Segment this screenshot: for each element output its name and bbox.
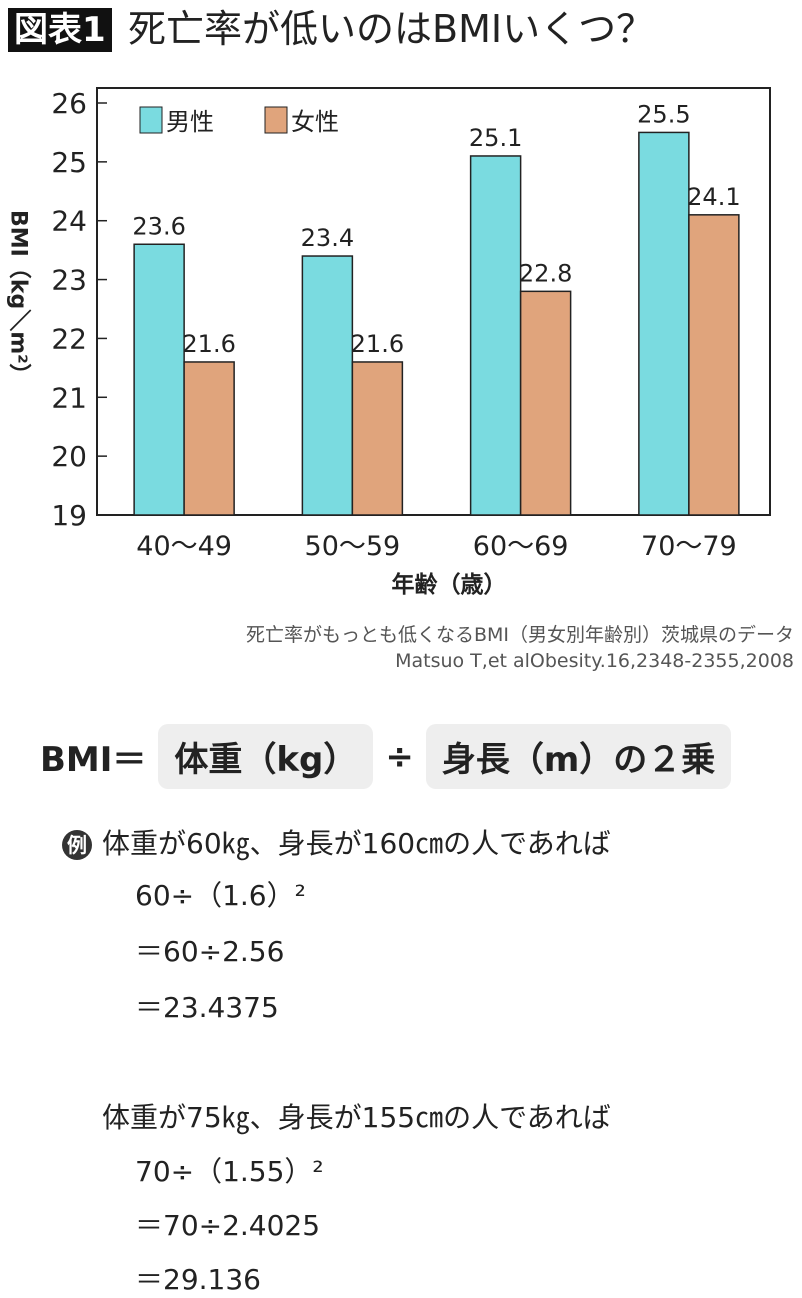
data-label: 23.4 <box>301 224 354 252</box>
example-marker-icon: 例 <box>62 830 92 860</box>
data-label: 23.6 <box>132 212 185 240</box>
x-axis-label: 年齢（歳） <box>392 571 507 598</box>
x-tick-label: 60〜69 <box>473 531 569 562</box>
y-tick-label: 22 <box>51 322 87 355</box>
data-label: 24.1 <box>687 183 740 211</box>
page-title: 死亡率が低いのはBMIいくつ？ <box>128 7 655 51</box>
example-2-text: 体重が75㎏、身長が155㎝の人であれば <box>102 1101 611 1134</box>
data-label: 21.6 <box>351 330 404 358</box>
y-tick-label: 24 <box>51 205 87 238</box>
example-2-step2: ＝70÷2.4025 <box>135 1209 321 1242</box>
data-label: 21.6 <box>182 330 235 358</box>
y-tick-label: 21 <box>51 381 87 414</box>
formula-lhs: BMI＝ <box>40 740 147 780</box>
data-label: 25.1 <box>469 124 522 152</box>
source-citation: Matsuo T,et alObesity.16,2348-2355,2008 <box>395 650 794 672</box>
source-caption: 死亡率がもっとも低くなるBMI（男女別年齢別）茨城県のデータ <box>245 624 794 646</box>
example-1-step2: ＝60÷2.56 <box>135 935 285 968</box>
legend-label: 女性 <box>291 108 339 136</box>
example-1-step1: 60÷（1.6）² <box>135 879 306 912</box>
x-tick-label: 70〜79 <box>641 531 737 562</box>
formula-height: 身長（m）の２乗 <box>425 724 732 789</box>
x-tick-label: 50〜59 <box>305 531 401 562</box>
y-tick-label: 25 <box>51 146 87 179</box>
bar-male <box>469 155 522 516</box>
bar-female <box>351 361 404 516</box>
bar-male <box>638 131 690 516</box>
legend-label: 男性 <box>166 108 214 136</box>
formula-divide: ÷ <box>385 736 414 777</box>
x-tick-label: 40〜49 <box>136 531 232 562</box>
example-1-text: 例体重が60㎏、身長が160㎝の人であれば <box>62 822 611 862</box>
legend-swatch <box>264 106 288 134</box>
bar-female <box>183 361 235 516</box>
example-1-label: 体重が60㎏、身長が160㎝の人であれば <box>102 827 611 860</box>
bar-chart: 19 20 21 22 23 24 25 26 23.6 21.6 40〜49 23.4 21.6 50〜… <box>6 87 771 598</box>
data-label: 22.8 <box>519 259 572 287</box>
bar-female <box>519 290 572 516</box>
figure-badge: 図表1 <box>8 8 112 52</box>
legend-swatch <box>139 106 163 134</box>
y-axis-label: BMI（kg／m²） <box>6 210 32 386</box>
y-tick-label: 26 <box>51 87 87 120</box>
y-tick-label: 19 <box>51 499 87 532</box>
plot-frame <box>96 87 771 516</box>
example-2-step1: 70÷（1.55）² <box>135 1155 324 1188</box>
bar-male <box>133 243 185 516</box>
example-2-step3: ＝29.136 <box>135 1263 261 1296</box>
bmi-formula: BMI＝ 体重（kg） ÷ 身長（m）の２乗 <box>40 724 732 789</box>
data-label: 25.5 <box>637 100 690 128</box>
y-tick-label: 23 <box>51 264 87 297</box>
formula-weight: 体重（kg） <box>158 724 374 789</box>
example-1-step3: ＝23.4375 <box>135 991 279 1024</box>
bar-female <box>688 214 740 516</box>
bar-male <box>301 255 354 516</box>
y-tick-label: 20 <box>51 440 87 473</box>
